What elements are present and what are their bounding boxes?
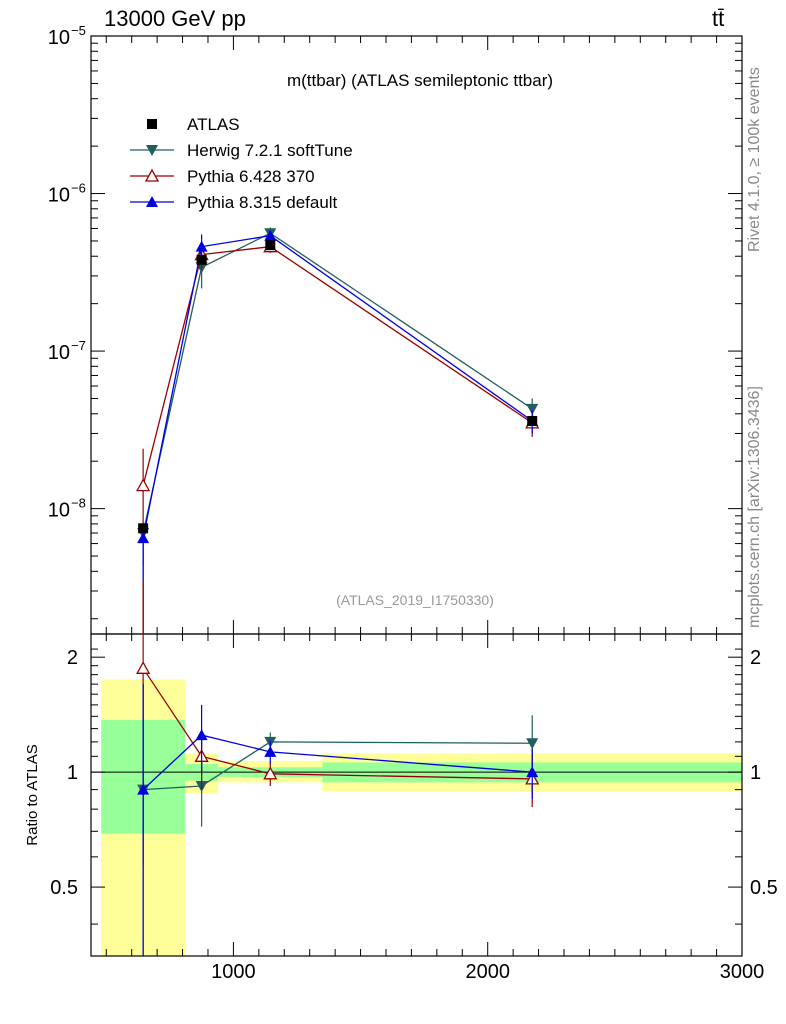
ratio-point [263, 766, 278, 780]
legend-marker [147, 119, 157, 129]
series-point [195, 240, 208, 252]
series-point [264, 229, 277, 241]
y-tick-label: 10 [48, 500, 70, 522]
legend-entry: Pythia 8.315 default [187, 193, 338, 212]
y-tick-exponent: −6 [71, 181, 86, 196]
legend-entry: Herwig 7.2.1 softTune [187, 141, 353, 160]
ratio-point [195, 729, 208, 741]
y-tick-exponent: −5 [71, 23, 86, 38]
legend-marker [146, 196, 158, 207]
analysis-tag: (ATLAS_2019_I1750330) [336, 592, 494, 608]
ratio-panel-frame [90, 633, 743, 957]
series-point [136, 478, 151, 492]
series-line-1 [142, 245, 533, 486]
ratio-line-2 [142, 734, 533, 791]
ratio-point [137, 783, 150, 795]
ratio-point [264, 745, 277, 757]
ratio-tick-label-left: 1 [67, 762, 78, 784]
ratio-point [136, 660, 151, 674]
ratio-y-axis-label: Ratio to ATLAS [24, 744, 41, 845]
x-tick-label: 3000 [720, 961, 765, 983]
ratio-line-1 [142, 667, 533, 780]
atlas-data-point [527, 415, 538, 426]
energy-label: 13000 GeV pp [104, 6, 246, 31]
atlas-data-point [265, 240, 276, 251]
ratio-tick-label-right: 1 [750, 762, 761, 784]
ratio-point [526, 738, 539, 750]
legend-entry: ATLAS [187, 115, 240, 134]
y-tick-exponent: −7 [71, 338, 86, 353]
series-point [137, 532, 150, 544]
chart-title: m(ttbar) (ATLAS semileptonic ttbar) [287, 71, 553, 90]
ratio-tick-label-right: 2 [750, 647, 761, 669]
ratio-tick-label-right: 0.5 [750, 877, 778, 899]
series-point [526, 403, 539, 415]
x-tick-label: 1000 [211, 961, 256, 983]
atlas-data-point [196, 254, 207, 265]
ratio-tick-label-left: 0.5 [50, 877, 78, 899]
ratio-point [526, 766, 539, 778]
y-tick-exponent: −8 [71, 496, 86, 511]
ratio-line-0 [143, 741, 533, 791]
legend-entry: Pythia 6.428 370 [187, 167, 315, 186]
y-tick-label: 10 [48, 185, 70, 207]
process-label: tt̄ [712, 6, 725, 31]
ratio-tick-label-left: 2 [67, 647, 78, 669]
y-tick-label: 10 [48, 342, 70, 364]
legend-marker [146, 145, 158, 156]
x-tick-label: 2000 [465, 961, 510, 983]
y-tick-label: 10 [48, 27, 70, 49]
legend-marker [144, 168, 160, 182]
series-line-2 [142, 235, 533, 539]
atlas-data-point [138, 523, 149, 534]
